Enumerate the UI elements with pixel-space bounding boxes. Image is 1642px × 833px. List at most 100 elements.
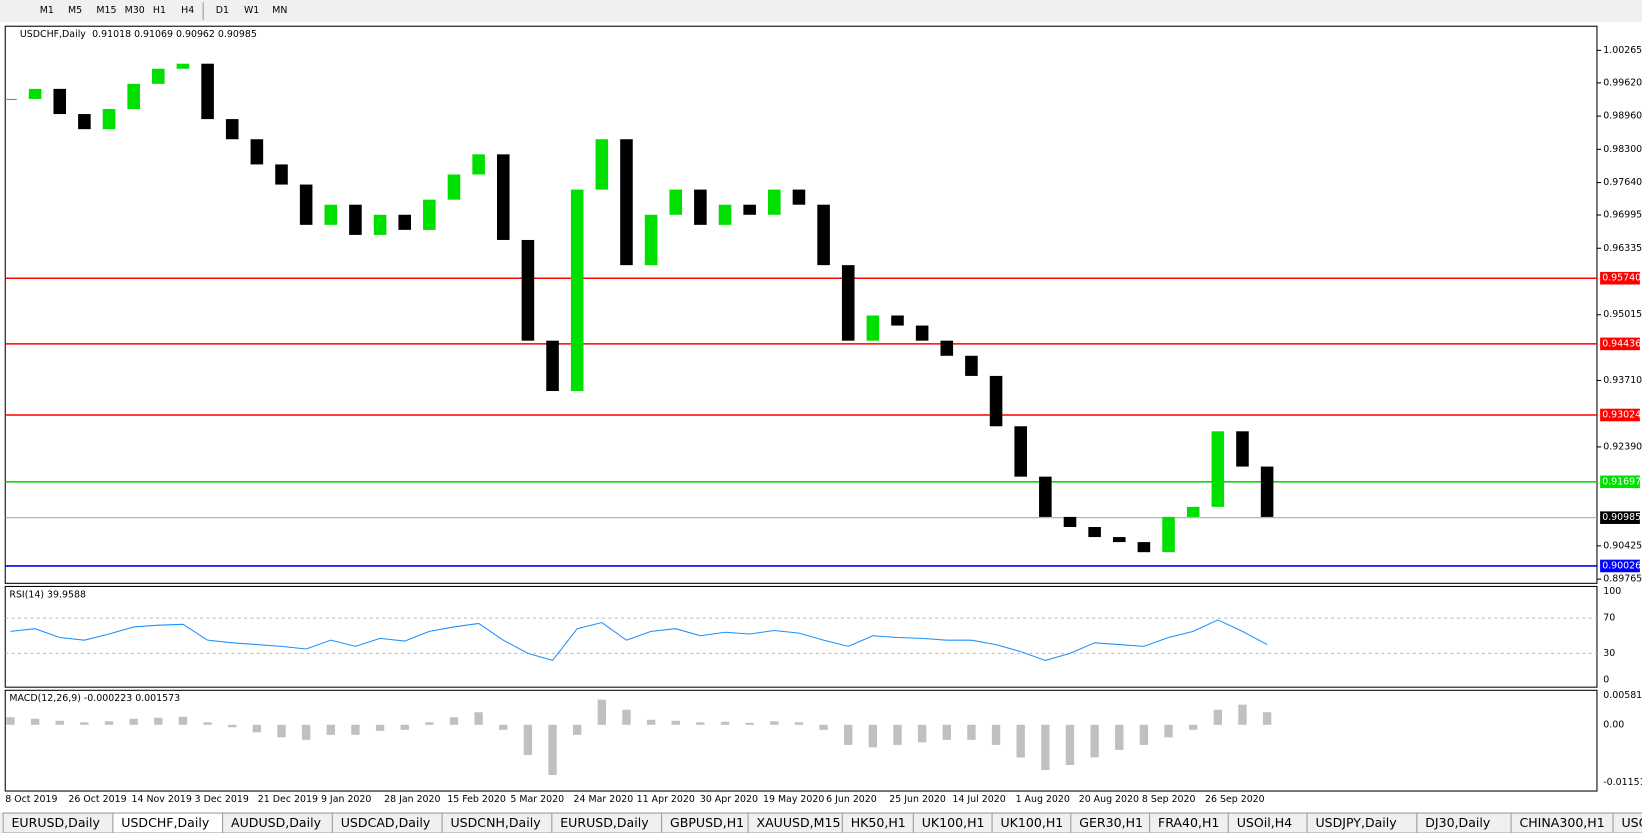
- x-tick-label: 20 Aug 2020: [1079, 794, 1139, 805]
- tab-label[interactable]: EURUSD,Daily: [12, 815, 101, 830]
- macd-bar: [351, 724, 360, 735]
- macd-bar: [1238, 704, 1247, 725]
- candle: [398, 214, 411, 230]
- level-label: 0.93024: [1602, 409, 1641, 420]
- rsi-tick-label: 100: [1603, 586, 1621, 597]
- macd-bar: [548, 724, 557, 776]
- x-tick-label: 9 Jan 2020: [321, 794, 371, 805]
- y-tick-label: 0.97640: [1603, 177, 1642, 188]
- y-tick-label: 0.99620: [1603, 77, 1642, 88]
- macd-bar: [30, 718, 40, 725]
- x-tick-label: 11 Apr 2020: [637, 794, 695, 805]
- level-label: 0.90026: [1602, 560, 1641, 571]
- current-price-bg: [1600, 511, 1640, 524]
- macd-bar: [1164, 724, 1173, 738]
- macd-bar: [572, 724, 582, 735]
- macd-bar: [1065, 724, 1075, 765]
- candle: [299, 184, 313, 225]
- candle: [669, 189, 683, 215]
- tab-label[interactable]: FRA40,H1: [1158, 815, 1219, 830]
- tab-label[interactable]: DJ30,Daily: [1425, 815, 1491, 830]
- candle: [718, 204, 732, 225]
- candle: [250, 139, 264, 165]
- tab-label[interactable]: XAUUSD,M15: [756, 815, 840, 830]
- tab-label[interactable]: HK50,H1: [851, 815, 906, 830]
- candle: [1039, 476, 1052, 517]
- candle: [940, 340, 954, 356]
- candle: [570, 189, 584, 392]
- macd-bar: [991, 724, 1001, 745]
- macd-bar: [425, 722, 434, 725]
- candle: [620, 139, 633, 266]
- y-tick-label: 0.98300: [1603, 144, 1642, 155]
- macd-bar: [942, 724, 951, 740]
- tab-label[interactable]: UK100,H1: [922, 815, 985, 830]
- level-label-bg: [1600, 559, 1640, 573]
- macd-tick-label: 0.00: [1603, 719, 1624, 730]
- timeframe-button[interactable]: M1: [40, 5, 54, 16]
- candle: [891, 315, 904, 326]
- tab[interactable]: [1612, 812, 1642, 833]
- macd-bar: [819, 724, 828, 730]
- macd-panel: [4, 689, 1598, 792]
- macd-bar: [1262, 712, 1272, 725]
- macd-bar: [129, 718, 138, 725]
- candle: [324, 204, 338, 225]
- timeframe-button[interactable]: W1: [244, 5, 259, 16]
- timeframe-button[interactable]: MN: [272, 5, 287, 16]
- macd-bar: [622, 709, 631, 725]
- tab-label[interactable]: EURUSD,Daily: [560, 815, 649, 830]
- x-tick-label: 3 Dec 2019: [195, 794, 249, 805]
- macd-bar: [301, 724, 311, 740]
- candle: [176, 63, 190, 69]
- timeframe-button[interactable]: H1: [153, 5, 166, 16]
- tab-label[interactable]: USOil,H4: [1237, 815, 1292, 830]
- tab-label[interactable]: CHINA300,H1: [1519, 815, 1604, 830]
- candle: [496, 154, 510, 240]
- macd-tick-label: -0.011514: [1603, 777, 1642, 788]
- x-tick-label: 19 May 2020: [763, 794, 824, 805]
- macd-bar: [1016, 724, 1025, 758]
- y-tick-label: 0.96335: [1603, 243, 1642, 254]
- candle: [1260, 466, 1274, 517]
- macd-bar: [252, 724, 262, 733]
- candle: [768, 189, 781, 215]
- rsi-tick-label: 30: [1603, 648, 1615, 659]
- timeframe-button[interactable]: M15: [96, 5, 116, 16]
- level-label: 0.94436: [1602, 338, 1641, 349]
- tab-label[interactable]: AUDUSD,Daily: [231, 815, 322, 830]
- candle: [521, 239, 535, 341]
- tab-label[interactable]: USDCNH,Daily: [451, 815, 542, 830]
- candle: [1162, 516, 1175, 553]
- candle: [152, 68, 165, 84]
- macd-bar: [6, 717, 15, 725]
- timeframe-button[interactable]: M5: [68, 5, 82, 16]
- level-label-bg: [1600, 271, 1640, 285]
- y-tick-label: 0.93710: [1603, 375, 1642, 386]
- timeframe-button[interactable]: D1: [216, 5, 229, 16]
- y-tick-label: 0.89765: [1603, 574, 1642, 585]
- y-tick-label: 0.96995: [1603, 210, 1642, 221]
- timeframe-button[interactable]: M30: [125, 5, 145, 16]
- macd-bar: [1213, 709, 1223, 725]
- candle: [866, 315, 880, 341]
- candle: [694, 189, 707, 225]
- tab-label[interactable]: USOil,H: [1621, 815, 1642, 830]
- tab-label[interactable]: USDCHF,Daily: [121, 815, 210, 830]
- macd-bar: [80, 722, 89, 725]
- x-tick-label: 8 Oct 2019: [5, 794, 57, 805]
- x-tick-label: 14 Jul 2020: [952, 794, 1005, 805]
- tab-label[interactable]: GBPUSD,H1: [670, 815, 744, 830]
- tab-label[interactable]: GER30,H1: [1079, 815, 1143, 830]
- macd-bar: [523, 724, 533, 755]
- tab-label[interactable]: UK100,H1: [1000, 815, 1063, 830]
- tab-label[interactable]: USDJPY,Daily: [1315, 815, 1397, 830]
- candle: [472, 154, 485, 175]
- candle: [965, 355, 978, 376]
- candle: [841, 265, 855, 341]
- macd-bar: [449, 717, 459, 725]
- tab-label[interactable]: USDCAD,Daily: [341, 815, 431, 830]
- timeframe-button[interactable]: H4: [181, 5, 194, 16]
- x-tick-label: 26 Sep 2020: [1205, 794, 1265, 805]
